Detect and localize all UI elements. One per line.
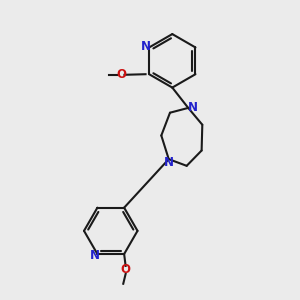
Text: N: N — [164, 156, 174, 169]
Text: N: N — [141, 40, 151, 53]
Text: O: O — [116, 68, 126, 81]
Text: O: O — [121, 263, 130, 276]
Text: N: N — [89, 249, 99, 262]
Text: N: N — [188, 101, 198, 114]
